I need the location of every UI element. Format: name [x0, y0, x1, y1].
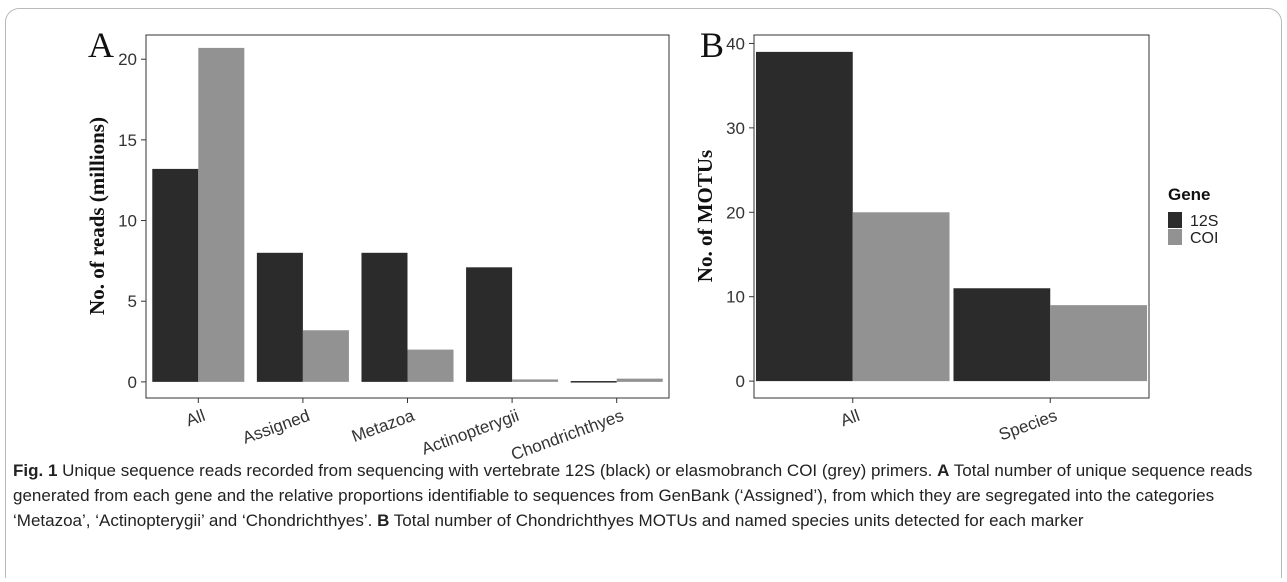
- legend-title: Gene: [1168, 185, 1211, 204]
- caption-fig-label: Fig. 1: [13, 461, 58, 480]
- caption-panel-a-label: A: [937, 461, 950, 480]
- panel-b-y-tick-label: 40: [726, 34, 745, 53]
- panel-a-x-tick-label: Chondrichthyes: [509, 406, 626, 460]
- panel-a-y-tick-label: 5: [128, 292, 137, 311]
- caption-panel-b-label: B: [377, 511, 390, 530]
- caption-text-1: Unique sequence reads recorded from sequ…: [57, 461, 938, 480]
- panel-a-letter: A: [88, 25, 114, 65]
- panel-a-bar-coi-assigned: [302, 330, 349, 382]
- panel-b-plot-border: [753, 34, 1150, 399]
- figure-caption: Fig. 1 Unique sequence reads recorded fr…: [13, 458, 1275, 533]
- panel-b-y-tick-label: 20: [726, 203, 745, 222]
- panel-a-x-tick-label: Actinopterygii: [419, 406, 521, 459]
- panel-a-bar-coi-chondrichthyes: [616, 378, 663, 382]
- panel-a-bar-coi-all: [198, 47, 245, 382]
- panel-a-y-tick-label: 15: [118, 131, 137, 150]
- panel-a-bar-12s-all: [152, 168, 199, 382]
- panel-b-x-tick-label: All: [838, 406, 862, 430]
- panel-a-x-tick-label: All: [183, 406, 207, 430]
- panel-b-chart: B 0 10 20 30 40 All Species No. of MOTUs: [693, 25, 1150, 445]
- panel-b-y-tick-label: 30: [726, 119, 745, 138]
- panel-a-y-tick-label: 10: [118, 212, 137, 231]
- panel-a-bar-12s-metazoa: [361, 252, 408, 382]
- panel-a-y-tick-label: 20: [118, 50, 137, 69]
- legend-label-12s: 12S: [1190, 213, 1218, 230]
- caption-text-3: Total number of Chondrichthyes MOTUs and…: [389, 511, 1084, 530]
- panel-b-y-tick-label: 0: [736, 372, 745, 391]
- panel-a-bar-coi-metazoa: [407, 349, 454, 382]
- panel-b-bar-12s-species: [953, 288, 1051, 382]
- panel-a-bar-12s-assigned: [256, 252, 303, 382]
- panel-b-y-tick-label: 10: [726, 288, 745, 307]
- legend-swatch-coi: [1168, 229, 1182, 245]
- panel-b-letter: B: [700, 25, 724, 65]
- legend-swatch-12s: [1168, 212, 1182, 228]
- panel-b-y-axis-title: No. of MOTUs: [693, 150, 717, 282]
- caption-text-2: Total number of unique sequence reads ge…: [13, 461, 1253, 530]
- panel-a-y-tick-label: 0: [128, 373, 137, 392]
- panel-a-x-tick-label: Metazoa: [349, 406, 417, 446]
- panel-a-chart: A 0 5 10 15 20 All Assigned Metazoa Actinoptery…: [85, 25, 670, 460]
- panel-a-y-axis-title: No. of reads (millions): [85, 117, 109, 315]
- panel-a-bar-12s-actinopterygii: [466, 267, 513, 382]
- panel-b-x-tick-label: Species: [996, 406, 1059, 445]
- panel-a-bar-12s-chondrichthyes: [570, 381, 617, 383]
- panel-b-bar-12s-all: [755, 51, 853, 382]
- legend: Gene 12S COI: [1168, 185, 1218, 247]
- figure-border: [5, 8, 1282, 578]
- panel-a-x-tick-label: Assigned: [240, 406, 312, 448]
- panel-b-bar-coi-all: [852, 212, 950, 382]
- figure-charts: A 0 5 10 15 20 All Assigned Metazoa Actinoptery…: [85, 25, 1218, 460]
- panel-b-bar-coi-species: [1050, 305, 1148, 382]
- legend-label-coi: COI: [1190, 230, 1218, 247]
- panel-a-bar-coi-actinopterygii: [512, 379, 559, 382]
